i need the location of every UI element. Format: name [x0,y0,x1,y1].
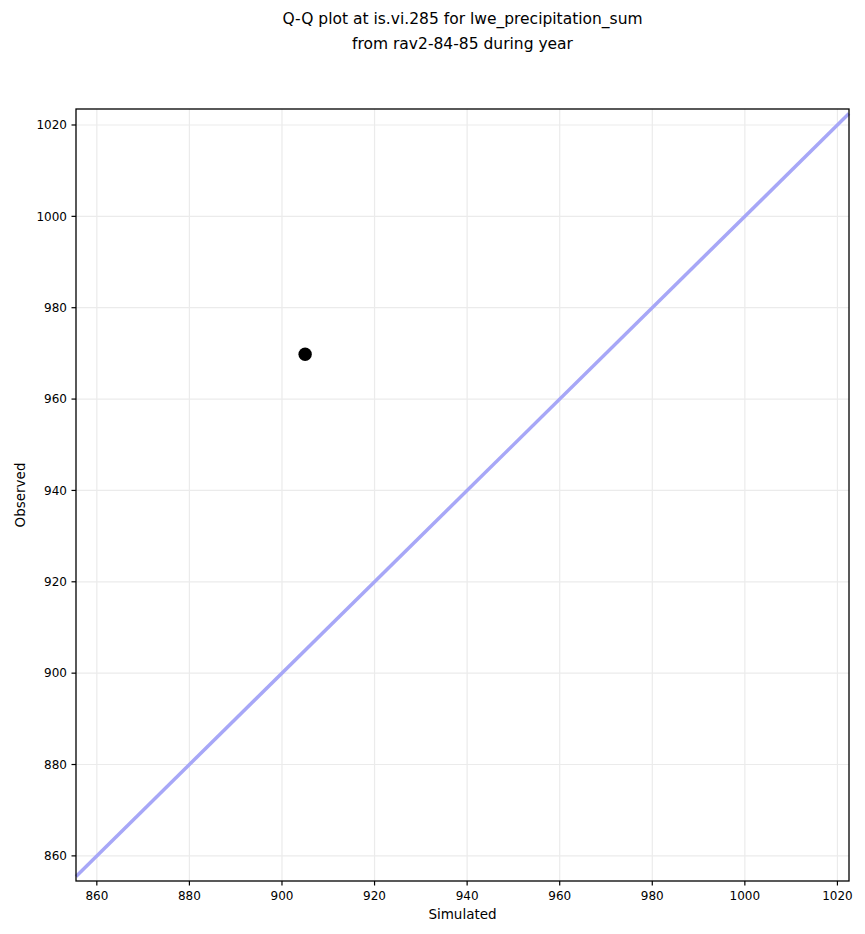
y-tick-label: 980 [44,301,67,315]
x-tick-label: 980 [641,889,664,903]
identity-line [76,114,849,877]
x-tick-label: 940 [456,889,479,903]
y-tick-label: 1020 [36,118,67,132]
y-tick-label: 920 [44,575,67,589]
y-tick-label: 900 [44,666,67,680]
x-tick-label: 1020 [822,889,853,903]
x-tick-label: 880 [178,889,201,903]
qq-plot-canvas: 860 880 900 920 940 960 980 1000 1020 860 880 900 92… [0,0,865,934]
y-tick-label: 960 [44,392,67,406]
y-tick-label: 860 [44,849,67,863]
y-tick-label: 940 [44,484,67,498]
x-tick-label: 960 [548,889,571,903]
x-tick-label: 900 [271,889,294,903]
data-point [298,348,311,361]
x-tick-label: 860 [85,889,108,903]
x-axis-label: Simulated [76,906,849,922]
y-axis-label: Observed [12,440,28,550]
x-tick-label: 920 [363,889,386,903]
x-tick-label: 1000 [730,889,761,903]
y-tick-label: 1000 [36,210,67,224]
y-tick-label: 880 [44,758,67,772]
qq-plot-figure: Q-Q plot at is.vi.285 for lwe_precipitat… [0,0,865,934]
